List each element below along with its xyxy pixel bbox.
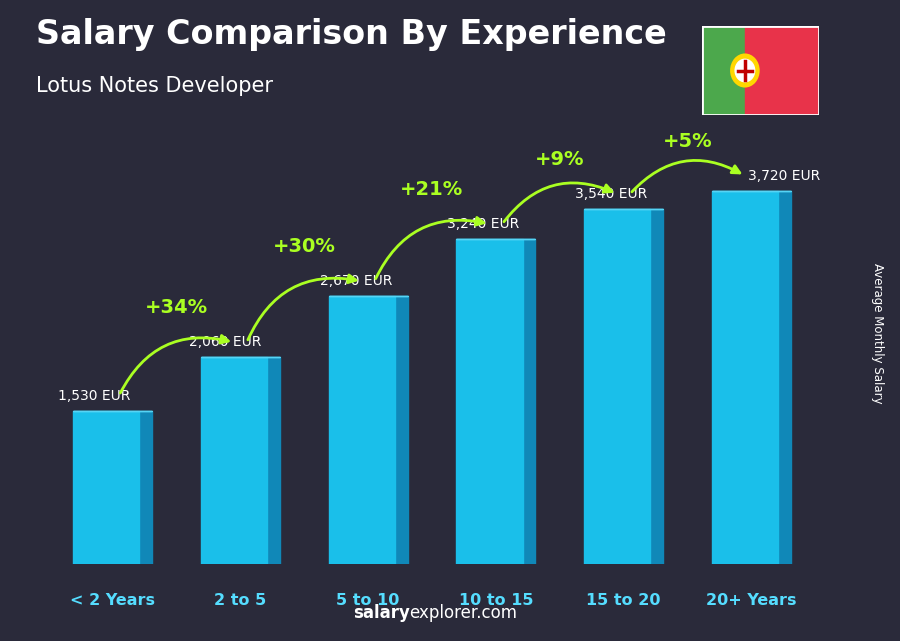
- Text: 3,240 EUR: 3,240 EUR: [447, 217, 519, 231]
- Polygon shape: [267, 358, 280, 564]
- Bar: [712, 191, 778, 564]
- Text: 2 to 5: 2 to 5: [214, 593, 266, 608]
- Bar: [584, 209, 651, 564]
- Text: Salary Comparison By Experience: Salary Comparison By Experience: [36, 19, 667, 51]
- Text: explorer.com: explorer.com: [410, 604, 518, 622]
- Text: 2,670 EUR: 2,670 EUR: [320, 274, 392, 288]
- Text: +34%: +34%: [145, 298, 208, 317]
- Text: Average Monthly Salary: Average Monthly Salary: [871, 263, 884, 404]
- Bar: [745, 26, 819, 115]
- Text: +9%: +9%: [535, 150, 584, 169]
- Text: +30%: +30%: [273, 237, 336, 256]
- Bar: [456, 239, 523, 564]
- Text: Lotus Notes Developer: Lotus Notes Developer: [36, 76, 273, 96]
- Text: +5%: +5%: [662, 131, 712, 151]
- Circle shape: [730, 53, 760, 88]
- Bar: [702, 26, 745, 115]
- Circle shape: [735, 60, 754, 81]
- Bar: [328, 296, 395, 564]
- Polygon shape: [651, 209, 663, 564]
- Text: 3,540 EUR: 3,540 EUR: [575, 187, 647, 201]
- Polygon shape: [140, 411, 152, 564]
- Text: 10 to 15: 10 to 15: [459, 593, 533, 608]
- Bar: [201, 358, 267, 564]
- Text: 3,720 EUR: 3,720 EUR: [748, 169, 820, 183]
- Text: 15 to 20: 15 to 20: [587, 593, 661, 608]
- Text: 5 to 10: 5 to 10: [337, 593, 400, 608]
- Text: < 2 Years: < 2 Years: [70, 593, 155, 608]
- Text: 2,060 EUR: 2,060 EUR: [189, 335, 262, 349]
- Polygon shape: [778, 191, 791, 564]
- Text: +21%: +21%: [400, 180, 464, 199]
- Polygon shape: [523, 239, 536, 564]
- Text: 1,530 EUR: 1,530 EUR: [58, 388, 130, 403]
- Bar: [73, 411, 140, 564]
- Text: 20+ Years: 20+ Years: [706, 593, 796, 608]
- Polygon shape: [395, 296, 408, 564]
- Text: salary: salary: [353, 604, 410, 622]
